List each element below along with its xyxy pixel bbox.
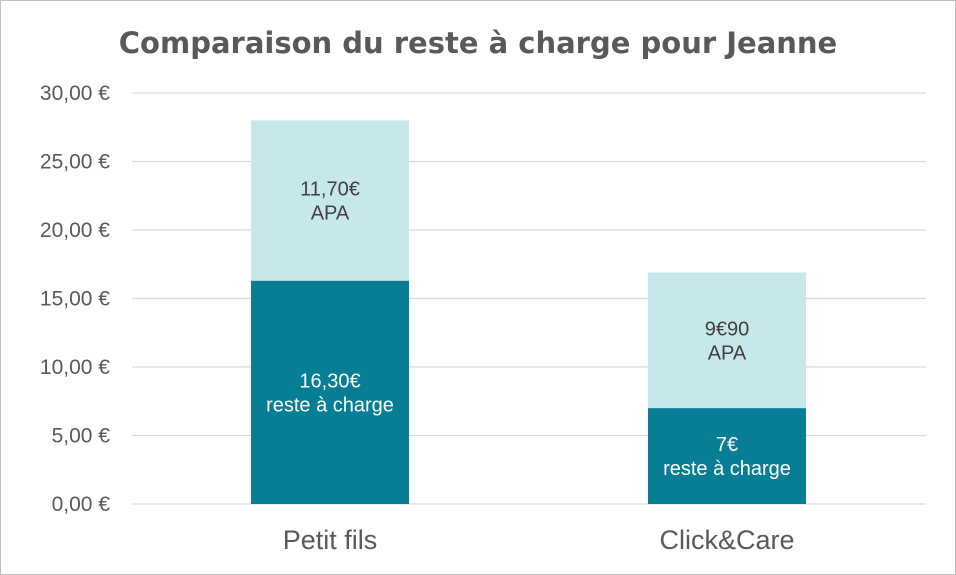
y-tick-label-1: 5,00 € — [52, 425, 111, 448]
data-label-apa-1-0: 9€90 — [705, 318, 750, 340]
data-label-reste-1-0: 7€ — [716, 434, 738, 456]
data-label-reste-0-0: 16,30€ — [299, 370, 360, 392]
category-label-1: Click&Care — [659, 525, 794, 555]
y-tick-label-2: 10,00 € — [40, 356, 110, 379]
y-tick-label-5: 25,00 € — [40, 151, 110, 174]
data-label-reste-1-1: reste à charge — [663, 458, 791, 480]
data-label-apa-0-1: APA — [311, 203, 350, 225]
bar-reste-0 — [251, 280, 409, 504]
bar-apa-0 — [251, 120, 409, 281]
bars — [251, 120, 806, 504]
y-tick-label-0: 0,00 € — [52, 493, 111, 516]
y-tick-label-3: 15,00 € — [40, 288, 110, 311]
bar-apa-1 — [648, 272, 806, 409]
category-label-0: Petit fils — [283, 525, 378, 555]
y-tick-label-4: 20,00 € — [40, 219, 110, 242]
y-tick-label-6: 30,00 € — [40, 82, 110, 105]
data-label-apa-0-0: 11,70€ — [300, 179, 360, 201]
bar-reste-1 — [648, 408, 806, 504]
chart-title: Comparaison du reste à charge pour Jeann… — [119, 26, 837, 60]
category-axis: Petit fils Click&Care — [283, 525, 795, 555]
y-axis-ticks: 0,00 € 5,00 € 10,00 € 15,00 € 20,00 € 25,00 €… — [40, 82, 110, 516]
data-label-reste-0-1: reste à charge — [266, 394, 394, 416]
data-label-apa-1-1: APA — [708, 342, 747, 364]
